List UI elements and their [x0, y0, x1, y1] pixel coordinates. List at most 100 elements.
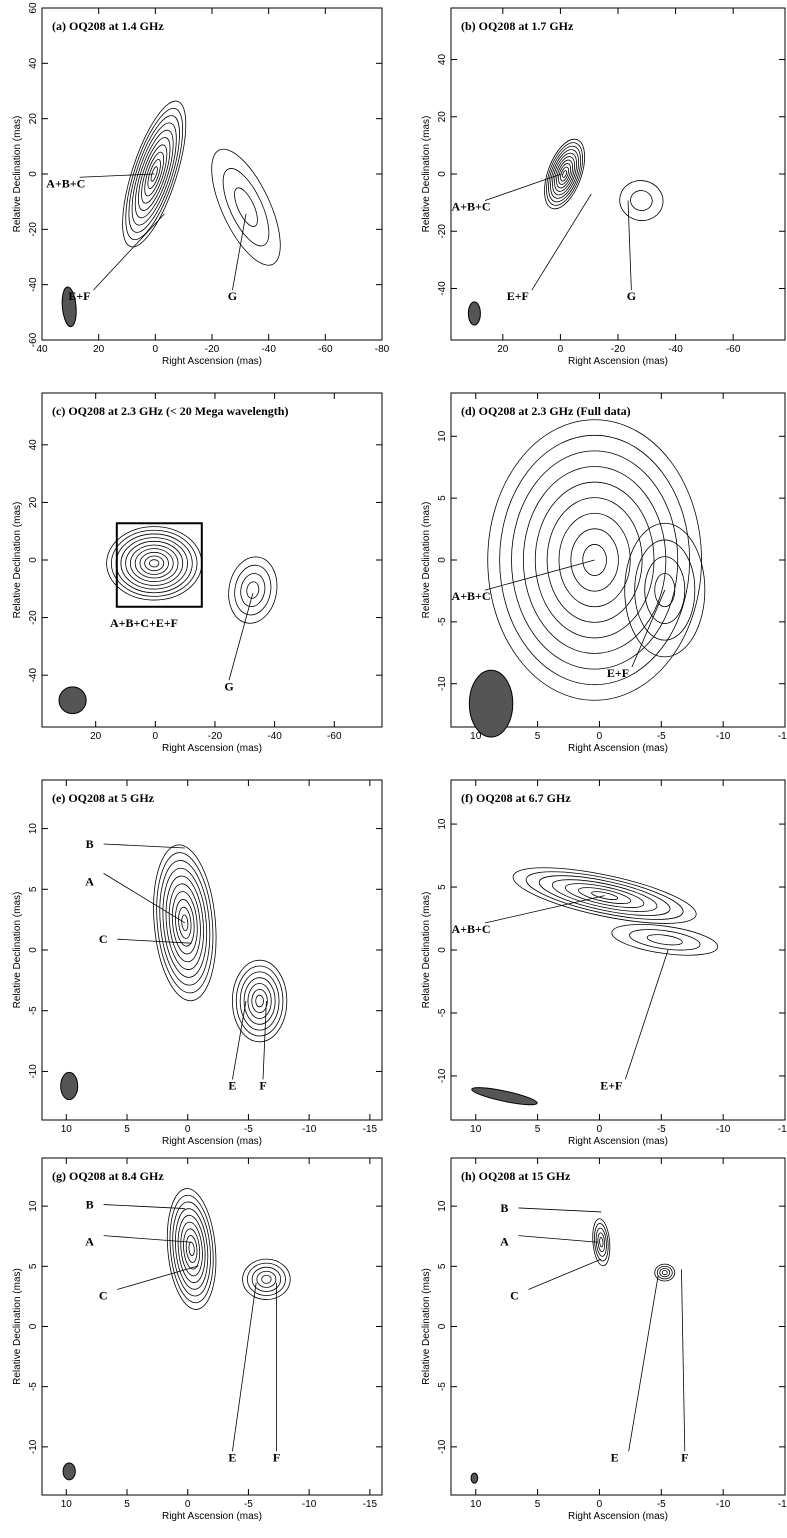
contour [111, 530, 197, 596]
x-tick-label: -10 [716, 1499, 731, 1510]
leader-line [628, 201, 631, 291]
beam [471, 1473, 478, 1483]
beam [469, 670, 512, 737]
y-axis-label: Relative Declination (mas) [421, 1268, 432, 1385]
y-tick-label: 0 [28, 557, 39, 563]
x-tick-label: 5 [124, 1124, 130, 1135]
component-label: C [99, 932, 108, 946]
contour [163, 1186, 221, 1311]
y-tick-label: 10 [28, 823, 39, 835]
y-tick-label: -10 [437, 1068, 448, 1083]
contour [662, 1270, 667, 1274]
contour [230, 185, 262, 230]
contour [185, 1235, 198, 1263]
component-label: E+F [507, 289, 529, 303]
x-tick-label: -10 [716, 1124, 731, 1135]
y-axis-label: Relative Declination (mas) [421, 116, 432, 233]
contour [252, 989, 268, 1012]
x-axis-label: Right Ascension (mas) [162, 1511, 262, 1522]
x-axis-label: Right Ascension (mas) [568, 743, 668, 754]
x-tick-label: -40 [668, 344, 683, 355]
x-tick-label: -20 [205, 344, 220, 355]
x-tick-label: 20 [90, 731, 102, 742]
component-label: A [85, 874, 94, 888]
y-tick-label: 5 [437, 495, 448, 501]
x-tick-label: 0 [597, 1499, 603, 1510]
x-tick-label: 0 [558, 344, 564, 355]
x-tick-label: 10 [61, 1124, 73, 1135]
component-label: A+B+C [452, 922, 491, 936]
contour [599, 1237, 603, 1247]
component-label: E [228, 1450, 236, 1464]
x-tick-label: -5 [244, 1124, 253, 1135]
x-tick-label: -15 [778, 731, 787, 742]
component-label: E+F [68, 289, 90, 303]
y-tick-label: 40 [437, 54, 448, 66]
leader-line [629, 1276, 658, 1451]
panel-title: (c) OQ208 at 2.3 GHz (< 20 Mega waveleng… [52, 404, 288, 418]
component-label: G [228, 289, 237, 303]
contour [126, 541, 183, 585]
y-tick-label: 20 [28, 496, 39, 508]
x-tick-label: -60 [726, 344, 741, 355]
y-tick-label: -5 [437, 1382, 448, 1391]
leader-line [632, 590, 665, 667]
y-tick-label: 40 [28, 439, 39, 451]
panel-title: (e) OQ208 at 5 GHz [52, 791, 155, 805]
contour [536, 134, 592, 214]
y-tick-label: 20 [28, 113, 39, 125]
leader-line [229, 593, 253, 680]
y-tick-label: 10 [437, 1200, 448, 1212]
leader-line [104, 844, 185, 848]
panel-title: (d) OQ208 at 2.3 GHz (Full data) [461, 404, 631, 418]
y-tick-label: -40 [28, 668, 39, 683]
x-tick-label: -10 [302, 1124, 317, 1135]
figure: 40200-20-40-60-80-60-40-200204060Right A… [0, 0, 787, 1538]
x-tick-label: 0 [185, 1124, 191, 1135]
contour [610, 919, 720, 961]
leader-line [518, 1236, 598, 1243]
leader-line [532, 194, 591, 290]
x-tick-label: -15 [778, 1499, 787, 1510]
beam [471, 1084, 538, 1108]
leader-line [104, 873, 185, 922]
x-tick-label: 20 [93, 344, 105, 355]
leader-line [625, 950, 668, 1079]
component-label: C [510, 1289, 519, 1303]
y-tick-label: 5 [28, 886, 39, 892]
y-tick-label: -20 [437, 224, 448, 239]
contour [236, 966, 283, 1036]
contour [244, 978, 275, 1025]
x-tick-label: -10 [302, 1499, 317, 1510]
y-tick-label: 0 [437, 947, 448, 953]
component-label: A+B+C [452, 589, 491, 603]
x-tick-label: -5 [657, 731, 666, 742]
y-tick-label: 0 [437, 171, 448, 177]
x-tick-label: -20 [208, 731, 223, 742]
component-label: G [224, 679, 233, 693]
contour [262, 1275, 272, 1283]
contour [130, 545, 178, 582]
component-label: A+B+C+E+F [110, 616, 178, 630]
x-tick-label: -80 [375, 344, 390, 355]
contour [243, 1259, 291, 1299]
component-label: B [86, 1198, 94, 1212]
x-axis-label: Right Ascension (mas) [568, 356, 668, 367]
contour [660, 1268, 670, 1276]
x-tick-label: -15 [363, 1499, 378, 1510]
component-label: A+B+C [452, 200, 491, 214]
panel-title: (h) OQ208 at 15 GHz [461, 1169, 571, 1183]
y-axis-label: Relative Declination (mas) [12, 892, 23, 1009]
contour [645, 557, 685, 624]
leader-line [104, 1205, 185, 1209]
x-tick-label: 0 [597, 731, 603, 742]
x-tick-label: -20 [611, 344, 626, 355]
panel: 200-20-40-60-40-2002040Right Ascension (… [421, 8, 785, 367]
x-tick-label: -5 [657, 1499, 666, 1510]
component-label: B [500, 1201, 508, 1215]
y-tick-label: 0 [437, 557, 448, 563]
panel-title: (g) OQ208 at 8.4 GHz [52, 1169, 164, 1183]
component-label: C [99, 1289, 108, 1303]
leader-line [263, 1001, 266, 1079]
